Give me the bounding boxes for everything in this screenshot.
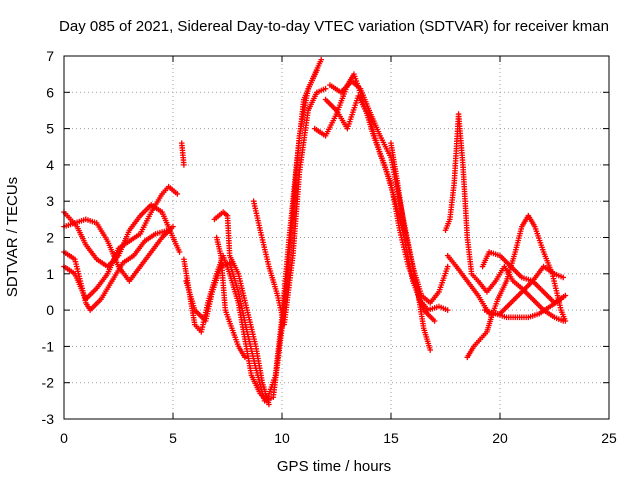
- y-tick-label: 5: [46, 121, 54, 137]
- data-point: [314, 67, 320, 74]
- series-satellite-track-8: [211, 209, 272, 408]
- y-tick-label: 3: [46, 193, 54, 209]
- series-satellite-track-5: [178, 140, 187, 168]
- data-point: [444, 263, 451, 270]
- y-axis-label: SDTVAR / TECUs: [4, 177, 21, 297]
- data-point: [444, 307, 451, 313]
- data-point: [560, 274, 567, 281]
- data-point: [562, 318, 569, 324]
- series-satellite-track-4: [61, 227, 172, 313]
- x-tick-label: 15: [383, 430, 399, 446]
- data-point: [427, 347, 434, 353]
- data-point: [431, 318, 438, 324]
- series-satellite-track-9: [250, 85, 329, 328]
- y-tick-label: 7: [46, 48, 54, 64]
- y-tick-label: -1: [42, 338, 55, 354]
- data-point: [322, 85, 329, 92]
- series-satellite-track-18: [479, 249, 569, 306]
- grid: [64, 56, 609, 419]
- series-satellite-track-3: [61, 216, 176, 284]
- data-point: [318, 56, 325, 63]
- data-point: [181, 162, 187, 168]
- x-axis-label: GPS time / hours: [277, 458, 391, 475]
- data-point: [558, 296, 564, 303]
- x-tick-label: 0: [60, 430, 68, 446]
- y-tick-label: -2: [42, 375, 55, 391]
- y-tick-label: 6: [46, 84, 54, 100]
- y-tick-label: 1: [46, 266, 54, 282]
- data-point: [562, 292, 569, 299]
- data-point: [170, 223, 176, 230]
- series-satellite-track-7: [183, 67, 320, 404]
- data-point: [242, 354, 248, 361]
- series-satellite-track-13: [327, 78, 451, 313]
- data-point: [266, 401, 272, 408]
- data-point: [165, 227, 172, 234]
- data-point: [174, 191, 181, 197]
- x-tick-label: 25: [601, 430, 617, 446]
- y-tick-label: 2: [46, 230, 54, 246]
- x-tick-label: 20: [492, 430, 508, 446]
- axis-ticks: 0 5 10 15 20 25 -3 -2 -1 0 1 2 3 4 5 6 7: [42, 48, 617, 446]
- x-tick-label: 5: [169, 430, 177, 446]
- y-tick-label: 0: [46, 302, 54, 318]
- y-tick-label: -3: [42, 411, 55, 427]
- series-satellite-track-10: [213, 234, 248, 361]
- series-satellite-track-15: [442, 111, 567, 324]
- y-tick-label: 4: [46, 157, 54, 173]
- x-tick-label: 10: [274, 430, 290, 446]
- data-point: [176, 249, 183, 255]
- chart-title: Day 085 of 2021, Sidereal Day-to-day VTE…: [59, 18, 609, 35]
- series-satellite-track-19: [481, 296, 564, 321]
- data-marks: [61, 56, 569, 408]
- series-satellite-track-14: [388, 140, 451, 306]
